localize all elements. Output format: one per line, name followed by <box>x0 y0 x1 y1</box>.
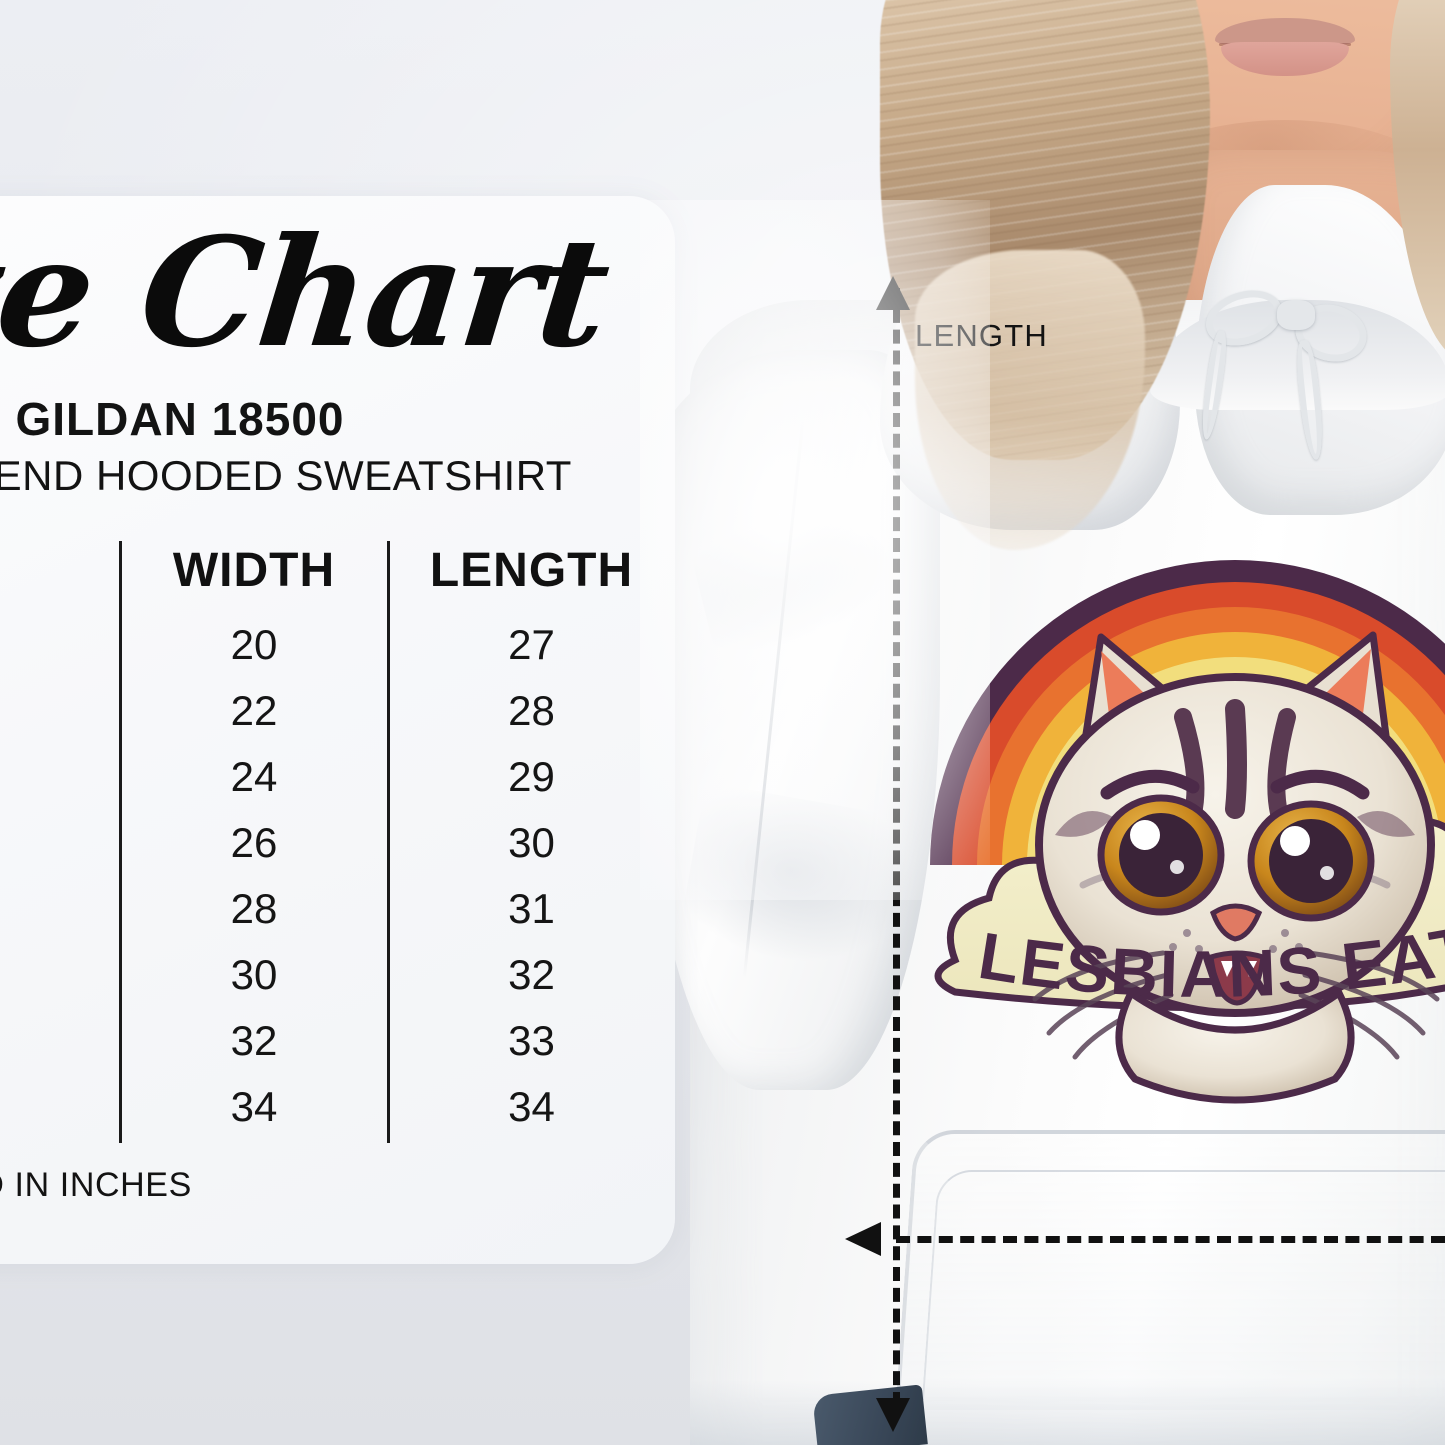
cell-length: 33 <box>508 1017 555 1064</box>
cell-width: 24 <box>230 753 278 800</box>
cell-size: L <box>0 753 120 801</box>
hoodie-pocket-seam <box>921 1170 1445 1400</box>
cell-size: 2XL <box>0 885 120 933</box>
hoodie-hem-shadow <box>690 1380 1445 1445</box>
model-lips <box>1215 18 1355 78</box>
size-chart-title: Size Chart <box>0 205 616 381</box>
cell-size: XL <box>0 819 120 867</box>
size-chart-header-row: SIZE WIDTH LENGTH <box>0 534 675 606</box>
cell-length: 27 <box>508 621 555 668</box>
column-header-size: SIZE <box>0 534 120 606</box>
size-chart-table: SIZE WIDTH LENGTH S 20 27 M 22 28 L 24 29 XL 26 30 2… <box>0 534 675 1164</box>
cell-width: 20 <box>230 621 278 668</box>
size-chart-footnote: MEASURED IN INCHES <box>0 1166 192 1204</box>
table-row: 2XL 28 31 <box>0 876 675 942</box>
column-header-length: LENGTH <box>429 543 634 597</box>
cell-width: 30 <box>230 951 278 998</box>
cell-length: 28 <box>508 687 555 734</box>
cell-size: 5XL <box>0 1083 120 1131</box>
model-jeans <box>812 1384 928 1445</box>
size-chart-product-line: HEAVY BLEND HOODED SWEATSHIRT <box>0 452 572 499</box>
table-row: 4XL 32 33 <box>0 1008 675 1074</box>
table-row: XL 26 30 <box>0 810 675 876</box>
column-divider <box>119 541 122 1143</box>
size-chart-card: Size Chart GILDAN 18500 HEAVY BLEND HOOD… <box>0 196 675 1264</box>
cat-rainbow-badge-svg: LESBIANS EAT WH <box>925 505 1445 1104</box>
length-guide-label: LENGTH <box>915 318 1048 353</box>
column-header-width: WIDTH <box>172 543 336 597</box>
table-row: S 20 27 <box>0 612 675 678</box>
cell-width: 26 <box>230 819 278 866</box>
cell-length: 30 <box>508 819 555 866</box>
cat-eye-right <box>1247 800 1375 922</box>
cell-size: 3XL <box>0 951 120 999</box>
upper-lip <box>1215 18 1355 45</box>
cell-size: S <box>0 621 120 669</box>
cell-size: 4XL <box>0 1017 120 1065</box>
column-divider <box>387 541 390 1143</box>
width-guide-line <box>896 1236 1445 1243</box>
cell-width: 34 <box>230 1083 278 1130</box>
cell-length: 32 <box>508 951 555 998</box>
size-chart-brand-line: GILDAN 18500 <box>15 393 345 445</box>
table-row: M 22 28 <box>0 678 675 744</box>
cell-length: 31 <box>508 885 555 932</box>
table-row: L 24 29 <box>0 744 675 810</box>
table-row: 3XL 30 32 <box>0 942 675 1008</box>
cat-eye-left <box>1097 794 1225 916</box>
size-chart-rows: S 20 27 M 22 28 L 24 29 XL 26 30 2XL 28 31 3XL 30 32 4XL 32… <box>0 612 675 1140</box>
cell-width: 28 <box>230 885 278 932</box>
length-arrow-down-icon <box>876 1398 910 1432</box>
table-row: 5XL 34 34 <box>0 1074 675 1140</box>
cell-width: 32 <box>230 1017 278 1064</box>
lower-lip <box>1221 42 1349 76</box>
cell-size: M <box>0 687 120 735</box>
cell-width: 22 <box>230 687 278 734</box>
drawstring-knot <box>1277 300 1315 330</box>
cell-length: 34 <box>508 1083 555 1130</box>
cell-length: 29 <box>508 753 555 800</box>
cat-head <box>1032 631 1440 1104</box>
width-arrow-left-icon <box>845 1222 881 1256</box>
print-graphic-cat-rainbow: LESBIANS EAT WH <box>925 505 1445 1125</box>
